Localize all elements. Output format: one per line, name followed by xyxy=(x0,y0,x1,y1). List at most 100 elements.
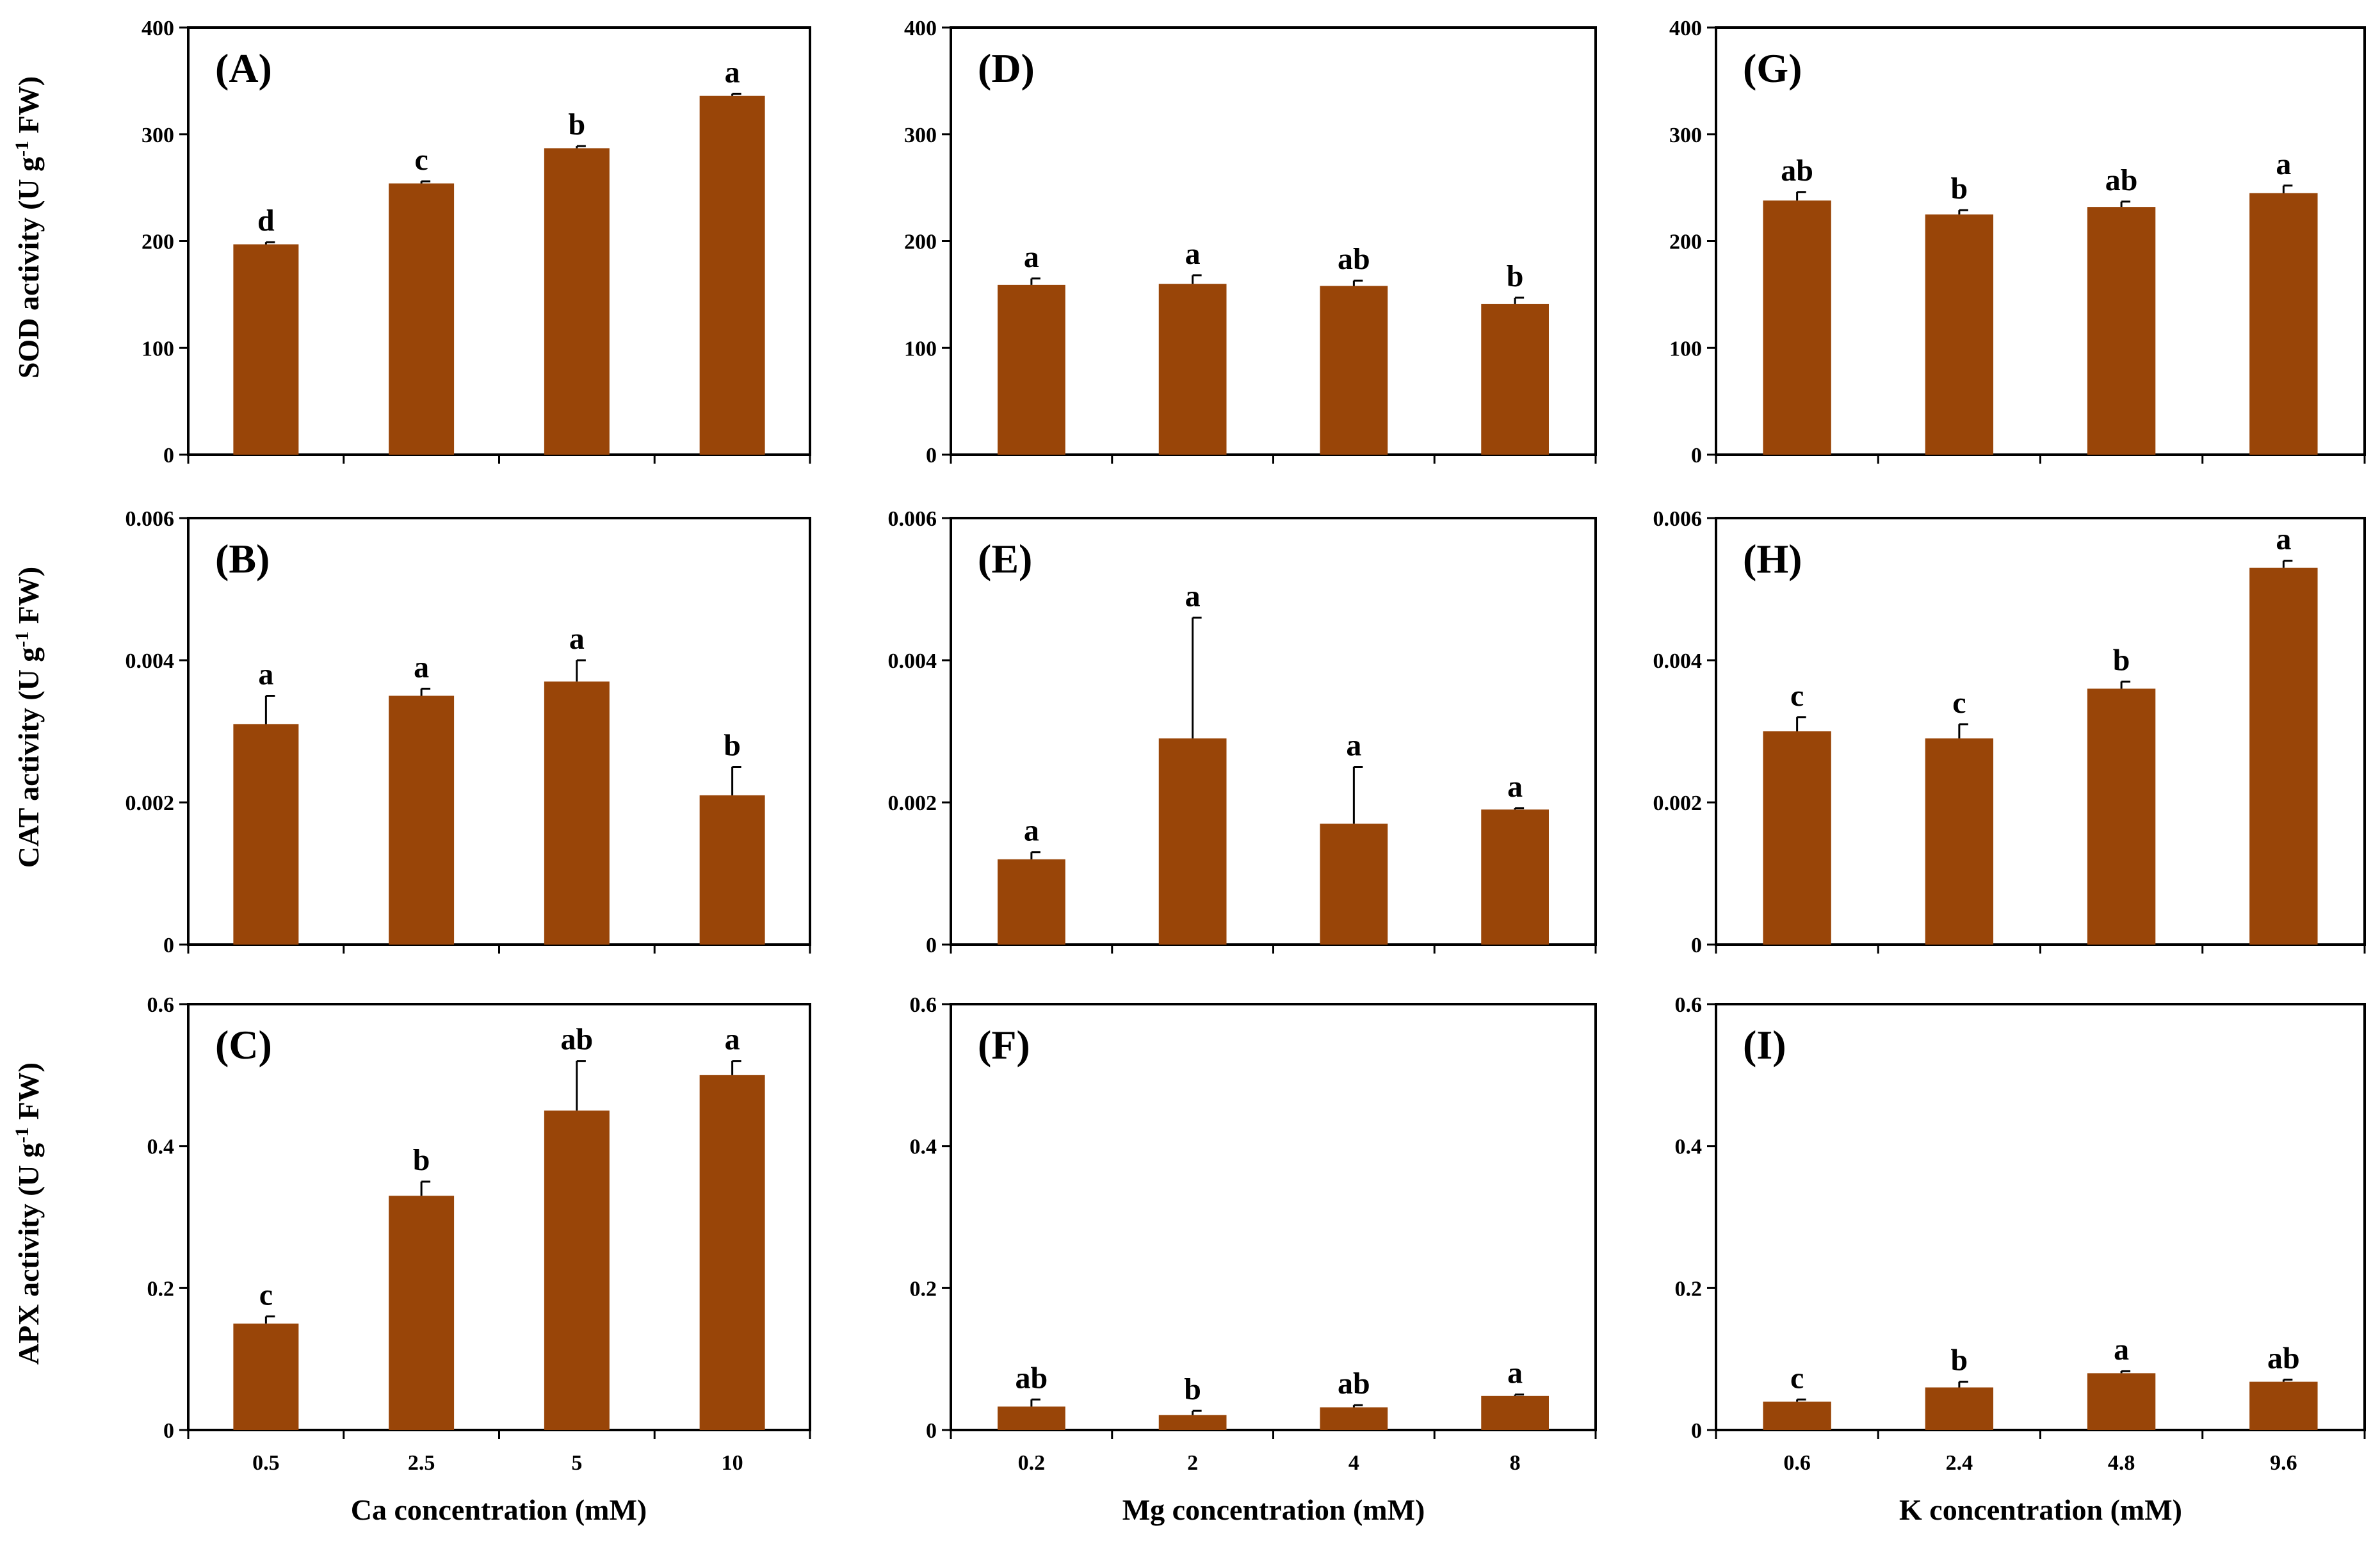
significance-label: a xyxy=(414,650,429,684)
significance-label: a xyxy=(258,658,273,692)
x-tick-label: 4.8 xyxy=(2108,1451,2135,1475)
bar xyxy=(1481,304,1549,455)
bar xyxy=(544,148,610,455)
y-tick-label: 0.2 xyxy=(910,1277,937,1301)
y-axis-title-sod: SOD activity (U g-1 FW) xyxy=(12,76,45,378)
significance-label: b xyxy=(1507,259,1524,293)
y-tick-label: 0 xyxy=(1691,934,1702,957)
y-tick-label: 0.002 xyxy=(888,792,937,815)
panel-2: 0 0.2 0.4 0.6 (C) c 0.5 b 2.5 ab 5 a 10 xyxy=(147,993,811,1475)
bar xyxy=(1158,284,1227,455)
y-tick-label: 300 xyxy=(1669,124,1702,147)
y-tick-label: 0 xyxy=(926,444,937,467)
y-tick-label: 300 xyxy=(904,124,937,147)
bar xyxy=(1158,738,1227,945)
y-tick-label: 200 xyxy=(904,231,937,254)
significance-label: a xyxy=(1185,237,1201,271)
bar xyxy=(998,1406,1065,1430)
y-tick-label: 0.2 xyxy=(1675,1277,1703,1301)
panel-5: 0 0.2 0.4 0.6 (F) ab 0.2 b 2 ab 4 a 8 xyxy=(910,993,1597,1475)
panel-label: (D) xyxy=(978,45,1035,91)
y-tick-label: 0.6 xyxy=(147,993,175,1017)
significance-label: b xyxy=(1951,172,1968,206)
significance-label: ab xyxy=(1338,242,1370,276)
y-axis-title-sod-post: FW) xyxy=(12,76,45,141)
y-tick-label: 0.002 xyxy=(1653,792,1703,815)
panels: 0100200300400(A)dcba00.0020.0040.006(B)a… xyxy=(125,17,2366,1475)
panel-1: 0 0.002 0.004 0.006 (B) a a a b xyxy=(125,507,811,957)
y-tick-label: 0.006 xyxy=(1653,507,1703,531)
y-tick-label: 0.004 xyxy=(1653,649,1703,673)
y-axis-title-cat-post: FW) xyxy=(12,567,45,631)
y-tick-label: 0 xyxy=(1691,444,1702,467)
significance-label: a xyxy=(2276,523,2291,557)
significance-label: b xyxy=(1951,1344,1968,1377)
significance-label: a xyxy=(569,622,585,656)
y-tick-label: 0 xyxy=(926,1419,937,1443)
significance-label: a xyxy=(725,1023,740,1057)
y-tick-label: 0.006 xyxy=(888,507,937,531)
y-tick-label: 0 xyxy=(163,934,174,957)
x-tick-label: 10 xyxy=(722,1451,743,1475)
y-axis-title-apx-post: FW) xyxy=(12,1062,45,1127)
bar xyxy=(544,681,610,945)
bar xyxy=(998,859,1065,945)
bar xyxy=(2087,207,2156,455)
y-axis-title-apx-pre: APX activity (U g xyxy=(12,1143,45,1365)
significance-label: b xyxy=(569,108,586,142)
y-tick-label: 0.004 xyxy=(125,649,175,673)
bar xyxy=(1763,1401,1831,1430)
panel-label: (I) xyxy=(1743,1022,1786,1068)
bar xyxy=(1320,824,1388,945)
significance-label: c xyxy=(414,143,428,177)
panel-3: 0 100 200 300 400 (D) a a ab b xyxy=(904,17,1597,467)
significance-label: a xyxy=(725,55,740,89)
bar xyxy=(1481,809,1549,945)
y-axis-title-apx: APX activity (U g-1 FW) xyxy=(12,1062,45,1365)
panel-label: (A) xyxy=(215,45,272,91)
y-tick-label: 400 xyxy=(1669,17,1702,40)
bar xyxy=(1763,200,1831,455)
y-tick-label: 0.6 xyxy=(910,993,937,1017)
significance-label: c xyxy=(1790,1361,1804,1395)
panel-7: 0 0.002 0.004 0.006 (H) c c b a xyxy=(1653,507,2366,957)
y-tick-label: 100 xyxy=(1669,337,1702,361)
bar xyxy=(1320,1407,1388,1430)
y-tick-label: 0 xyxy=(163,444,174,467)
y-tick-label: 200 xyxy=(142,231,174,254)
panel-label: (B) xyxy=(215,536,270,581)
significance-label: b xyxy=(1184,1372,1201,1406)
significance-label: ab xyxy=(561,1023,594,1057)
bar xyxy=(389,1196,455,1430)
x-tick-label: 0.2 xyxy=(1018,1451,1046,1475)
panel-0: 0 100 200 300 400 (A) d c b a xyxy=(142,17,811,467)
y-tick-label: 200 xyxy=(1669,231,1702,254)
panel-label: (H) xyxy=(1743,536,1802,581)
significance-label: a xyxy=(2114,1333,2129,1367)
bar xyxy=(1481,1395,1549,1430)
y-axis-title-cat-pre: CAT activity (U g xyxy=(12,647,45,868)
significance-label: b xyxy=(413,1143,430,1177)
significance-label: c xyxy=(259,1278,273,1312)
bar xyxy=(1763,731,1831,945)
bar xyxy=(699,795,765,945)
y-tick-label: 100 xyxy=(904,337,937,361)
x-tick-label: 2.4 xyxy=(1946,1451,1973,1475)
significance-label: a xyxy=(1507,1356,1523,1390)
y-tick-label: 0 xyxy=(926,934,937,957)
y-tick-label: 0.002 xyxy=(125,792,175,815)
y-axis-title-cat-sup: -1 xyxy=(12,631,33,647)
bar xyxy=(1158,1415,1227,1430)
y-tick-label: 0.004 xyxy=(888,649,937,673)
bar xyxy=(2249,1381,2318,1430)
bar xyxy=(2087,688,2156,945)
y-axis-title-cat: CAT activity (U g-1 FW) xyxy=(12,567,45,868)
bar xyxy=(699,95,765,455)
bar xyxy=(699,1075,765,1430)
x-axis-title-mg: Mg concentration (mM) xyxy=(1122,1493,1425,1526)
y-tick-label: 0 xyxy=(163,1419,174,1443)
significance-label: c xyxy=(1952,686,1966,720)
significance-label: c xyxy=(1790,679,1804,713)
x-tick-label: 9.6 xyxy=(2270,1451,2297,1475)
x-axis-title-k: K concentration (mM) xyxy=(1899,1493,2182,1526)
